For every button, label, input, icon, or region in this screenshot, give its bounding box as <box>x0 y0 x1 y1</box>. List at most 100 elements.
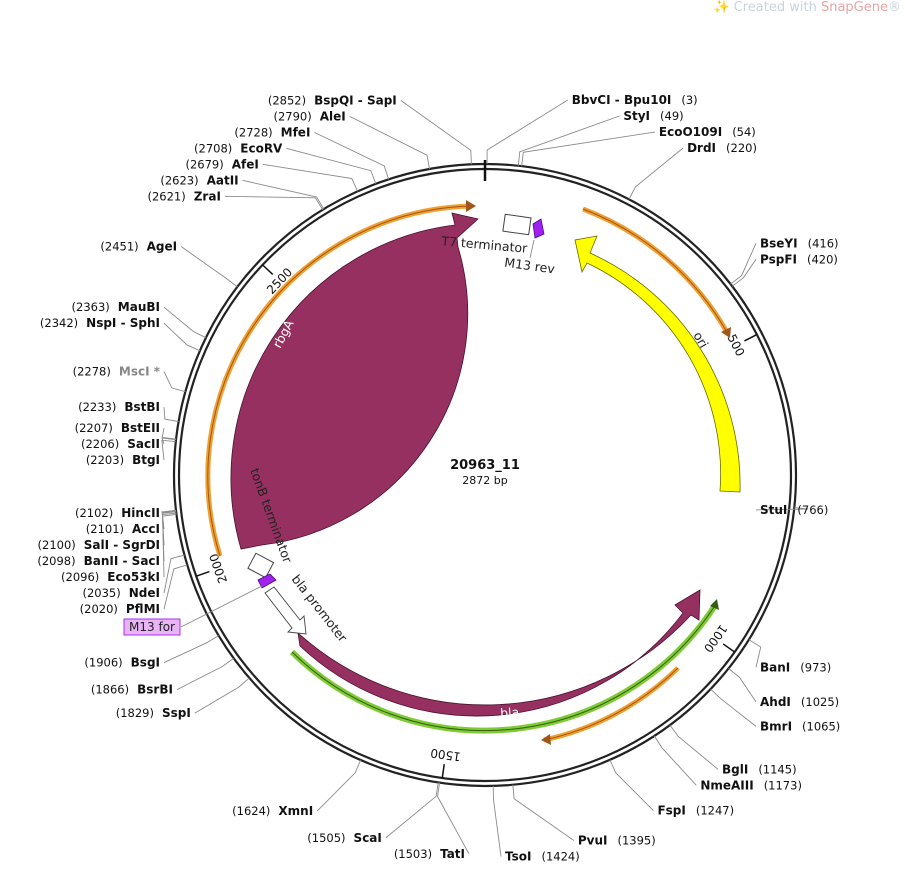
enzyme-name: ZraI <box>194 189 221 203</box>
enzyme-site[interactable]: BmrI (1065) <box>760 719 840 733</box>
enzyme-site[interactable]: ScaI (1505) <box>307 831 382 845</box>
enzyme-name: ScaI <box>354 831 382 845</box>
enzyme-leader <box>161 439 176 461</box>
scale-tick <box>195 570 210 577</box>
enzyme-leader <box>163 554 185 594</box>
enzyme-leader <box>224 195 324 210</box>
enzyme-site[interactable]: TatI (1503) <box>394 847 465 861</box>
rbgA-feature <box>230 212 479 550</box>
enzyme-name: AhdI <box>760 695 791 709</box>
enzyme-site[interactable]: BstEII (2207) <box>75 421 160 435</box>
enzyme-name: AfeI <box>232 157 259 171</box>
enzyme-name-primary: SalI <box>84 538 109 552</box>
enzyme-position: (1505) <box>307 831 345 845</box>
enzyme-name-secondary: SapI <box>367 93 397 107</box>
enzyme-name: TsoI <box>505 850 531 864</box>
enzyme-name: NdeI <box>129 586 160 600</box>
enzyme-leader <box>163 635 219 663</box>
enzyme-leader <box>286 147 377 184</box>
enzyme-site[interactable]: FspI (1247) <box>657 804 734 818</box>
enzyme-site[interactable]: SspI (1829) <box>116 706 191 720</box>
enzyme-leader <box>512 784 575 841</box>
enzyme-site[interactable]: BanII - SacI (2098) <box>37 554 160 568</box>
enzyme-site[interactable]: AhdI (1025) <box>760 695 839 709</box>
ori-label: ori <box>690 329 711 351</box>
enzyme-position: (1173) <box>764 778 802 792</box>
enzyme-name: TatI <box>440 847 465 861</box>
enzyme-name: BseYI <box>760 236 798 250</box>
enzyme-position: (2342) <box>40 316 78 330</box>
m13-for-leader <box>180 585 263 628</box>
enzyme-site[interactable]: PvuI (1395) <box>578 834 656 848</box>
enzyme-site[interactable]: BstBI (2233) <box>78 400 160 414</box>
enzyme-leader <box>628 147 684 200</box>
enzyme-position: (1025) <box>801 695 839 709</box>
enzyme-leader <box>316 759 362 812</box>
enzyme-site[interactable]: EcoRV (2708) <box>194 141 283 155</box>
enzyme-site[interactable]: DrdI (220) <box>687 141 757 155</box>
enzyme-leader <box>437 782 470 854</box>
enzyme-leader <box>314 131 390 180</box>
enzyme-position: (3) <box>681 93 697 107</box>
enzyme-leader <box>731 259 757 287</box>
enzyme-leader <box>162 513 177 578</box>
enzyme-site[interactable]: Eco53kI (2096) <box>61 570 160 584</box>
enzyme-leader <box>486 99 568 165</box>
enzyme-site[interactable]: BsgI (1906) <box>84 656 160 670</box>
enzyme-leader <box>163 371 186 393</box>
enzyme-site[interactable]: TsoI (1424) <box>505 850 580 864</box>
enzyme-site[interactable]: AleI (2790) <box>273 109 345 123</box>
enzyme-name: SacII <box>127 437 160 451</box>
enzyme-site[interactable]: HincII (2102) <box>75 506 160 520</box>
enzyme-site[interactable]: MscI * (2278) <box>73 365 161 379</box>
enzyme-site[interactable]: AccI (2101) <box>86 522 160 536</box>
enzyme-name-sep: - <box>116 316 129 330</box>
enzyme-position: (2035) <box>83 586 121 600</box>
enzyme-site[interactable]: SacII (2206) <box>81 437 160 451</box>
enzyme-name: HincII <box>121 506 160 520</box>
scale-tick <box>262 264 274 276</box>
green-arc-bla-core <box>291 603 717 732</box>
enzyme-site[interactable]: BseYI (416) <box>760 236 839 250</box>
enzyme-site[interactable]: BtgI (2203) <box>86 453 160 467</box>
enzyme-site[interactable]: ZraI (2621) <box>147 189 220 203</box>
enzyme-position: (2233) <box>78 400 116 414</box>
enzyme-position: (973) <box>800 660 831 674</box>
enzyme-site[interactable]: AfeI (2679) <box>186 157 259 171</box>
enzyme-site[interactable]: NdeI (2035) <box>83 586 161 600</box>
enzyme-site[interactable]: PflMI (2020) <box>80 602 160 616</box>
enzyme-position: (2096) <box>61 570 99 584</box>
enzyme-leader <box>163 306 207 339</box>
enzyme-site[interactable]: AatII (2623) <box>160 173 238 187</box>
enzyme-site[interactable]: NmeAIII (1173) <box>700 778 802 792</box>
enzyme-site[interactable]: PspFI (420) <box>760 252 838 266</box>
enzyme-leader <box>492 785 502 857</box>
enzyme-site[interactable]: AgeI (2451) <box>100 240 177 254</box>
orange-arc-top-left-head <box>466 200 476 212</box>
plasmid-length: 2872 bp <box>462 474 507 487</box>
enzyme-name: AccI <box>132 522 160 536</box>
enzyme-position: (2621) <box>147 189 185 203</box>
enzyme-site[interactable]: BbvCI - Bpu10I (3) <box>572 93 698 107</box>
enzyme-site[interactable]: StyI (49) <box>623 109 683 123</box>
enzyme-site[interactable]: SalI - SgrDI (2100) <box>38 538 160 552</box>
scale-tick <box>744 333 758 342</box>
enzyme-leader <box>161 427 177 440</box>
enzyme-name: Eco53kI <box>107 570 160 584</box>
enzyme-position: (420) <box>807 252 838 266</box>
enzyme-site[interactable]: BglI (1145) <box>722 762 797 776</box>
enzyme-site[interactable]: BspQI - SapI (2852) <box>268 93 397 107</box>
enzyme-position: (2451) <box>100 240 138 254</box>
enzyme-name: BbvCI - Bpu10I <box>572 93 672 107</box>
watermark-brand: SnapGene <box>820 0 888 15</box>
enzyme-site[interactable]: MfeI (2728) <box>234 125 310 139</box>
enzyme-site[interactable]: EcoO109I (54) <box>659 125 756 139</box>
enzyme-site[interactable]: XmnI (1624) <box>232 804 313 818</box>
enzyme-site[interactable]: NspI - SphI (2342) <box>40 316 160 330</box>
enzyme-site[interactable]: MauBI (2363) <box>72 300 160 314</box>
enzyme-site[interactable]: BsrBI (1866) <box>91 683 173 697</box>
enzyme-site[interactable]: StuI (766) <box>760 503 828 517</box>
enzyme-name-secondary: SacI <box>132 554 160 568</box>
enzyme-site[interactable]: BanI (973) <box>760 660 831 674</box>
enzyme-leader <box>609 759 654 812</box>
